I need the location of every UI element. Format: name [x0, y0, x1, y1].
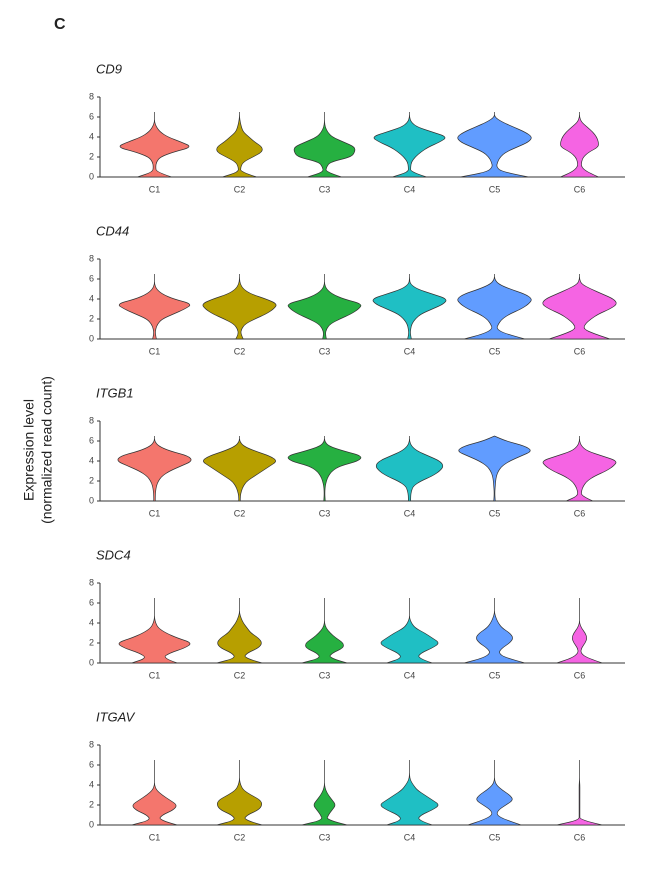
violin [131, 760, 178, 826]
violin [118, 274, 191, 340]
x-tick-label: C4 [404, 670, 416, 680]
x-tick-label: C6 [574, 346, 586, 356]
y-tick-label: 4 [89, 617, 94, 627]
x-tick-label: C4 [404, 184, 416, 194]
violin [287, 274, 362, 340]
violin [542, 274, 617, 340]
y-tick-label: 2 [89, 799, 94, 809]
y-tick-label: 6 [89, 435, 94, 445]
violin [287, 436, 362, 502]
x-tick-label: C5 [489, 184, 501, 194]
panel-title: CD9 [96, 61, 122, 76]
y-label-group: Expression level (normalized read count) [21, 376, 55, 524]
x-tick-label: C1 [149, 508, 161, 518]
violin [380, 597, 439, 664]
y-tick-label: 4 [89, 293, 94, 303]
y-tick-label: 2 [89, 313, 94, 323]
violin [301, 760, 348, 826]
x-tick-label: C4 [404, 346, 416, 356]
y-tick-label: 0 [89, 819, 94, 829]
x-tick-label: C2 [234, 508, 246, 518]
x-tick-label: C6 [574, 508, 586, 518]
y-label: Expression level [21, 399, 37, 501]
x-tick-label: C3 [319, 832, 331, 842]
violin [373, 111, 446, 178]
x-tick-label: C1 [149, 832, 161, 842]
x-tick-label: C2 [234, 832, 246, 842]
y-tick-label: 2 [89, 151, 94, 161]
violin [464, 598, 525, 664]
y-tick-label: 4 [89, 455, 94, 465]
violin [216, 759, 263, 826]
violin [542, 436, 617, 502]
x-tick-label: C5 [489, 670, 501, 680]
x-tick-label: C4 [404, 508, 416, 518]
x-tick-label: C5 [489, 832, 501, 842]
violin [216, 111, 263, 178]
panel-label: C [54, 16, 66, 33]
x-tick-label: C1 [149, 184, 161, 194]
y-tick-label: 6 [89, 597, 94, 607]
x-tick-label: C2 [234, 346, 246, 356]
x-tick-label: C2 [234, 184, 246, 194]
x-tick-label: C5 [489, 346, 501, 356]
violin [458, 435, 531, 502]
y-tick-label: 6 [89, 111, 94, 121]
panel-title: ITGAV [96, 709, 136, 724]
x-tick-label: C3 [319, 184, 331, 194]
violin [216, 597, 263, 664]
y-tick-label: 0 [89, 333, 94, 343]
violin [375, 435, 444, 502]
y-tick-label: 8 [89, 577, 94, 587]
violin [457, 274, 532, 340]
panel-title: ITGB1 [96, 385, 134, 400]
violin [117, 436, 192, 502]
violin [467, 760, 522, 826]
x-tick-label: C4 [404, 832, 416, 842]
x-tick-label: C6 [574, 832, 586, 842]
y-tick-label: 4 [89, 779, 94, 789]
y-tick-label: 8 [89, 91, 94, 101]
y-tick-label: 0 [89, 495, 94, 505]
violin [372, 273, 447, 340]
x-tick-label: C6 [574, 670, 586, 680]
y-tick-label: 2 [89, 637, 94, 647]
violin [380, 759, 439, 826]
violin [118, 598, 191, 664]
y-tick-label: 8 [89, 415, 94, 425]
x-tick-label: C3 [319, 508, 331, 518]
x-tick-label: C5 [489, 508, 501, 518]
violin [301, 598, 348, 664]
y-tick-label: 8 [89, 253, 94, 263]
violin [119, 112, 190, 178]
y-tick-label: 0 [89, 171, 94, 181]
violin [556, 760, 603, 826]
violin [203, 435, 276, 502]
violin [560, 112, 599, 178]
violin [293, 112, 356, 178]
x-tick-label: C1 [149, 346, 161, 356]
x-tick-label: C2 [234, 670, 246, 680]
panel-title: SDC4 [96, 547, 131, 562]
x-tick-label: C6 [574, 184, 586, 194]
violin [202, 273, 277, 340]
y-tick-label: 4 [89, 131, 94, 141]
violin [457, 112, 532, 178]
x-tick-label: C1 [149, 670, 161, 680]
y-label: (normalized read count) [39, 376, 55, 524]
x-tick-label: C3 [319, 346, 331, 356]
violin [556, 598, 603, 664]
y-tick-label: 2 [89, 475, 94, 485]
y-tick-label: 6 [89, 759, 94, 769]
y-tick-label: 6 [89, 273, 94, 283]
y-tick-label: 0 [89, 657, 94, 667]
x-tick-label: C3 [319, 670, 331, 680]
y-tick-label: 8 [89, 739, 94, 749]
panel-title: CD44 [96, 223, 129, 238]
